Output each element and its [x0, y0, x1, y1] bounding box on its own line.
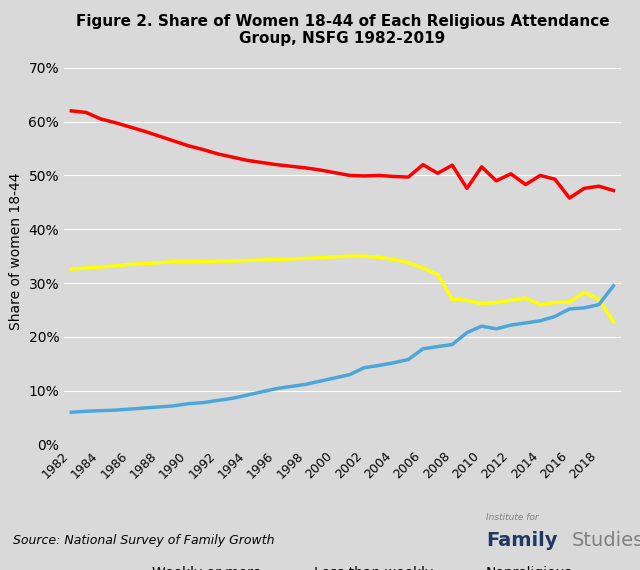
Text: Studies: Studies	[572, 531, 640, 550]
Text: Institute for: Institute for	[486, 512, 539, 522]
Text: Family: Family	[486, 531, 558, 550]
Y-axis label: Share of women 18-44: Share of women 18-44	[9, 172, 23, 329]
Text: Source: National Survey of Family Growth: Source: National Survey of Family Growth	[13, 534, 275, 547]
Title: Figure 2. Share of Women 18-44 of Each Religious Attendance
Group, NSFG 1982-201: Figure 2. Share of Women 18-44 of Each R…	[76, 14, 609, 46]
Legend: Weekly or more, Less than weekly, Nonreligious: Weekly or more, Less than weekly, Nonrel…	[107, 560, 578, 570]
